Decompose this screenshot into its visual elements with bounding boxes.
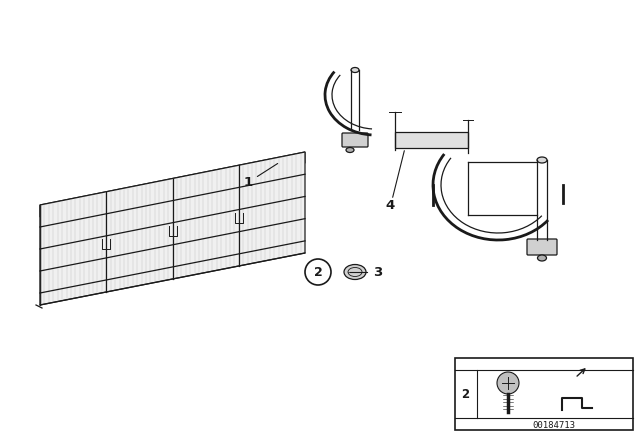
- Bar: [455, 358, 633, 430]
- Text: 2: 2: [314, 266, 323, 279]
- Circle shape: [497, 372, 519, 394]
- Text: 2: 2: [461, 388, 469, 401]
- Polygon shape: [395, 132, 468, 148]
- Ellipse shape: [537, 157, 547, 163]
- Ellipse shape: [538, 255, 547, 261]
- Ellipse shape: [344, 264, 366, 280]
- Ellipse shape: [346, 147, 354, 152]
- Polygon shape: [40, 152, 305, 217]
- Ellipse shape: [351, 68, 359, 73]
- Text: 00184713: 00184713: [532, 421, 575, 430]
- Text: 3: 3: [373, 266, 382, 279]
- Polygon shape: [40, 152, 305, 305]
- FancyBboxPatch shape: [527, 239, 557, 255]
- Text: 1: 1: [243, 176, 253, 189]
- FancyBboxPatch shape: [342, 133, 368, 147]
- Text: 4: 4: [385, 198, 395, 211]
